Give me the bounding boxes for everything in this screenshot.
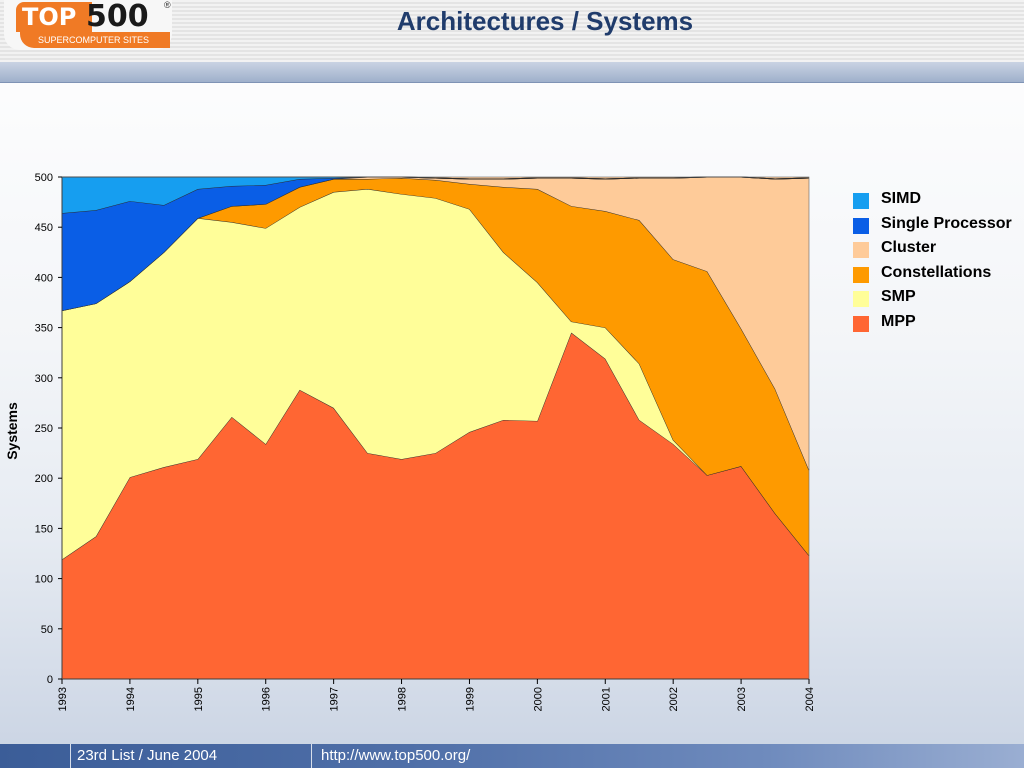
footer-url-link[interactable]: http://www.top500.org/	[321, 747, 471, 764]
header-band	[0, 62, 1024, 83]
y-tick-label: 300	[35, 373, 53, 385]
legend-swatch	[853, 217, 869, 234]
area-cluster	[62, 177, 809, 471]
x-tick-label: 1997	[329, 687, 341, 711]
area-smp	[62, 189, 809, 560]
page-title: Architectures / Systems	[396, 6, 694, 36]
y-axis-label: Systems	[4, 402, 20, 460]
legend-label: Cluster	[881, 239, 937, 256]
footer-list-info: 23rd List / June 2004	[77, 747, 218, 764]
x-tick-label: 1996	[261, 687, 273, 711]
legend-swatch	[853, 242, 869, 258]
y-tick-label: 100	[35, 574, 53, 586]
y-tick-label: 350	[35, 323, 53, 335]
top500-logo[interactable]: TOP 500 SUPERCOMPUTER SITES ®	[4, 0, 176, 52]
legend-label: SIMD	[881, 190, 921, 207]
legend-label: Single Processor	[881, 214, 1012, 232]
area-constellations	[62, 178, 809, 556]
logo-subtitle: SUPERCOMPUTER SITES	[20, 32, 170, 48]
x-tick-label: 1994	[125, 687, 137, 711]
legend-label: MPP	[881, 312, 916, 330]
area-simd	[62, 177, 809, 214]
y-tick-label: 400	[35, 272, 53, 284]
area-mpp	[62, 332, 809, 679]
x-tick-label: 1993	[57, 687, 69, 711]
x-tick-label: 2003	[736, 687, 748, 711]
x-tick-label: 1998	[397, 687, 409, 711]
y-tick-label: 250	[35, 423, 53, 435]
x-tick-label: 2004	[804, 687, 816, 711]
legend-swatch	[853, 193, 869, 209]
y-tick-label: 150	[35, 523, 53, 535]
footer-separator	[311, 744, 312, 768]
legend-label: SMP	[881, 288, 916, 305]
y-tick-label: 200	[35, 473, 53, 485]
logo-500-text: 500	[86, 0, 149, 34]
legend-swatch	[853, 315, 869, 332]
x-tick-label: 1995	[193, 687, 205, 711]
registered-mark: ®	[164, 0, 171, 10]
logo-top-text: TOP	[16, 2, 92, 32]
y-tick-label: 500	[35, 172, 53, 184]
architectures-area-chart: 0 50 100 150 200 250 300 350 400 450 500 1993 1994 19…	[4, 172, 816, 711]
x-tick-label: 1999	[464, 687, 476, 711]
y-tick-label: 50	[41, 624, 53, 636]
x-tick-label: 2002	[668, 687, 680, 711]
legend-swatch	[853, 266, 869, 283]
legend-label: Constellations	[881, 263, 992, 281]
x-tick-label: 2000	[532, 687, 544, 711]
legend-swatch	[853, 291, 869, 307]
footer-separator	[70, 744, 71, 768]
footer-bar: 23rd List / June 2004 http://www.top500.…	[0, 744, 1024, 768]
y-tick-label: 450	[35, 222, 53, 234]
y-tick-label: 0	[47, 674, 53, 686]
x-tick-label: 2001	[600, 687, 612, 711]
